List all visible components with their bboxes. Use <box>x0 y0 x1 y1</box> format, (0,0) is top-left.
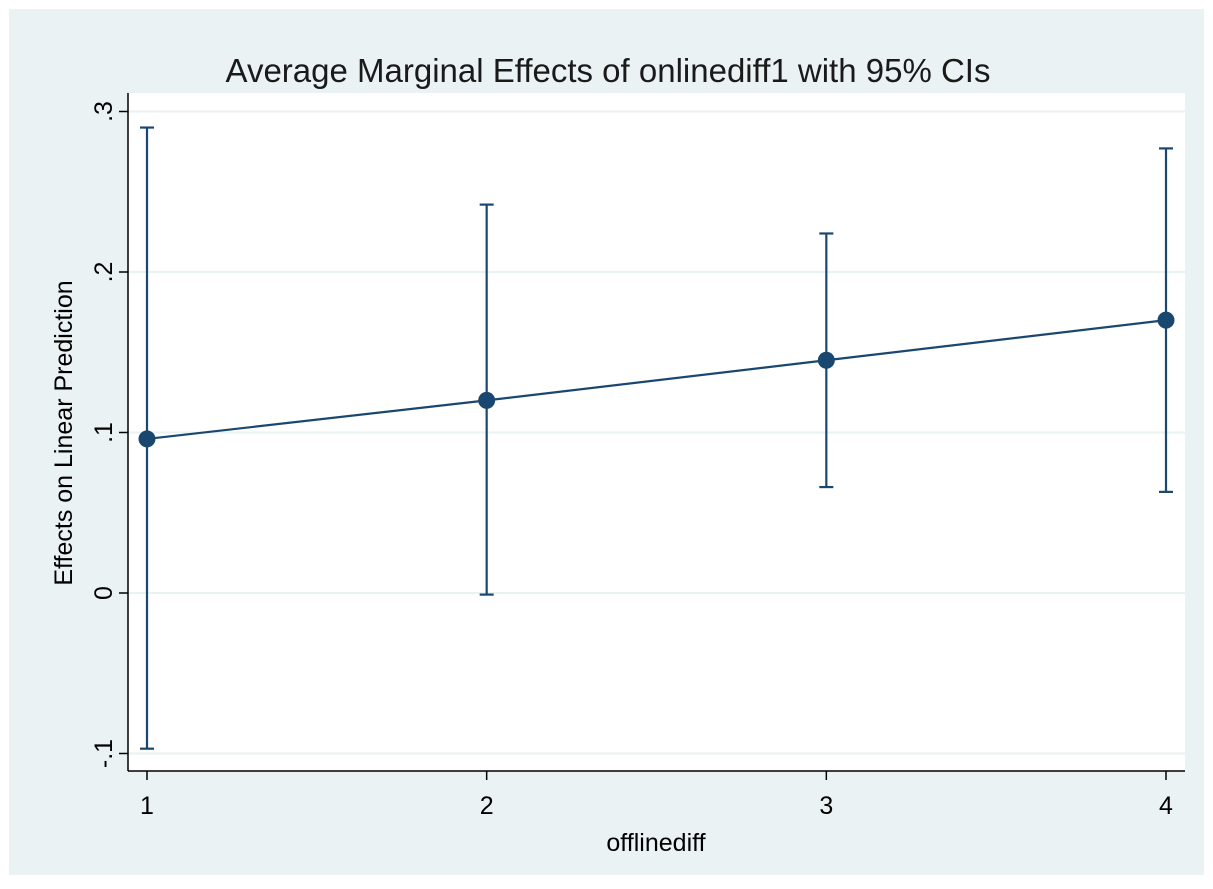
y-tick-label: 0 <box>90 586 118 600</box>
y-axis-label: Effects on Linear Prediction <box>50 280 78 585</box>
data-point <box>478 391 496 409</box>
y-tick-label: .1 <box>90 422 118 443</box>
data-point <box>817 351 835 369</box>
chart-title: Average Marginal Effects of onlinediff1 … <box>226 52 991 89</box>
x-axis-label: offlinediff <box>606 829 705 857</box>
data-point <box>1157 311 1175 329</box>
axes: -.1 0 .1 .2 .3 1 2 3 4 <box>90 93 1185 820</box>
x-tick-label: 1 <box>140 792 154 820</box>
y-tick-label: -.1 <box>90 739 118 768</box>
x-tick-label: 4 <box>1159 792 1173 820</box>
y-tick-label: .2 <box>90 262 118 283</box>
series-line <box>146 319 1167 441</box>
gridlines <box>128 110 1185 755</box>
x-tick-label: 3 <box>819 792 833 820</box>
data-point <box>138 430 156 448</box>
series <box>138 126 1175 750</box>
x-tick-label: 2 <box>480 792 494 820</box>
y-tick-label: .3 <box>90 101 118 122</box>
